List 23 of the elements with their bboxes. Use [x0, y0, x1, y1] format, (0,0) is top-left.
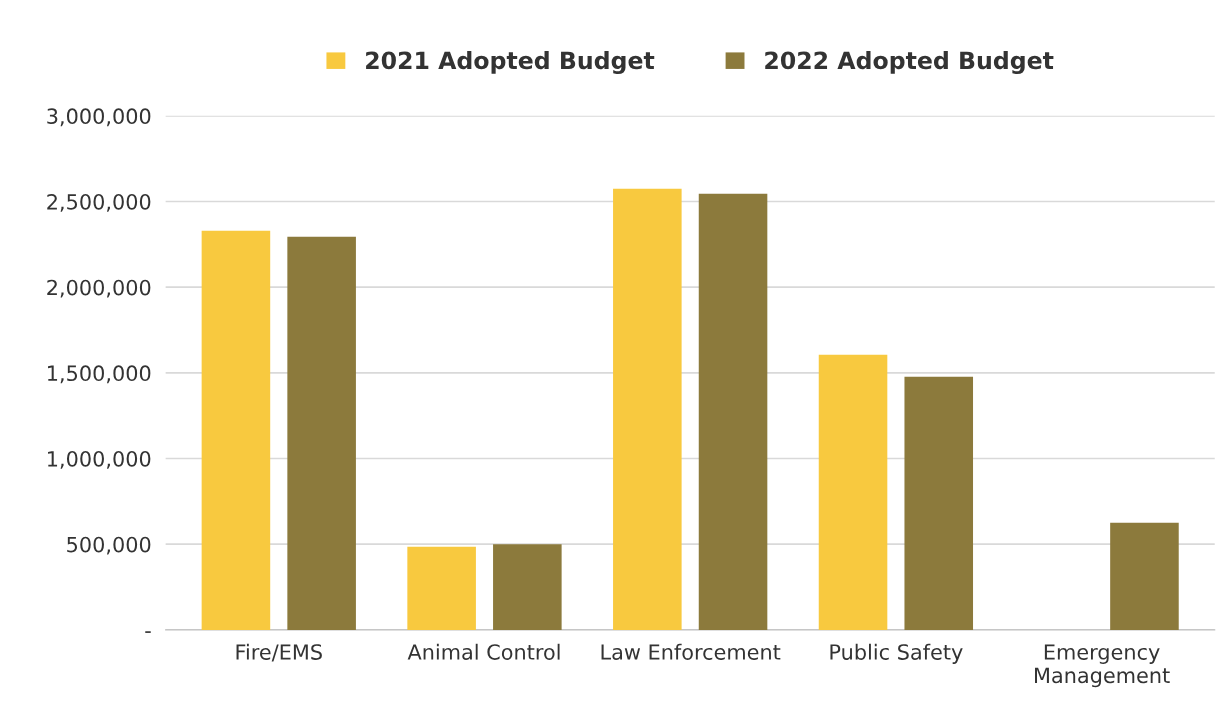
- bar: [613, 188, 682, 630]
- bar: [904, 376, 974, 630]
- y-tick-label: 3,000,000: [47, 108, 151, 127]
- y-tick-label: 1,000,000: [48, 450, 151, 469]
- x-tick-label: Emergency Management: [1035, 644, 1170, 688]
- x-tick-label: Law Enforcement: [601, 643, 781, 660]
- x-tick-label: Fire/EMS: [236, 643, 322, 662]
- y-tick-label: 500,000: [67, 536, 151, 555]
- y-tick-label: -: [145, 631, 151, 633]
- y-tick-label: 2,000,000: [47, 279, 151, 298]
- bar: [698, 193, 768, 630]
- y-tick-label: 1,500,000: [48, 365, 151, 384]
- y-tick-label: 2,500,000: [47, 193, 151, 212]
- bar: [493, 544, 562, 630]
- bar: [201, 230, 271, 630]
- x-tick-label: Animal Control: [407, 643, 560, 660]
- bar: [818, 354, 888, 630]
- bar: [407, 546, 476, 630]
- legend-label: 2021 Adopted Budget: [366, 50, 655, 75]
- bar: [287, 236, 356, 630]
- legend-label: 2022 Adopted Budget: [765, 50, 1054, 75]
- x-tick-label: Public Safety: [830, 643, 963, 664]
- bar: [1110, 522, 1179, 630]
